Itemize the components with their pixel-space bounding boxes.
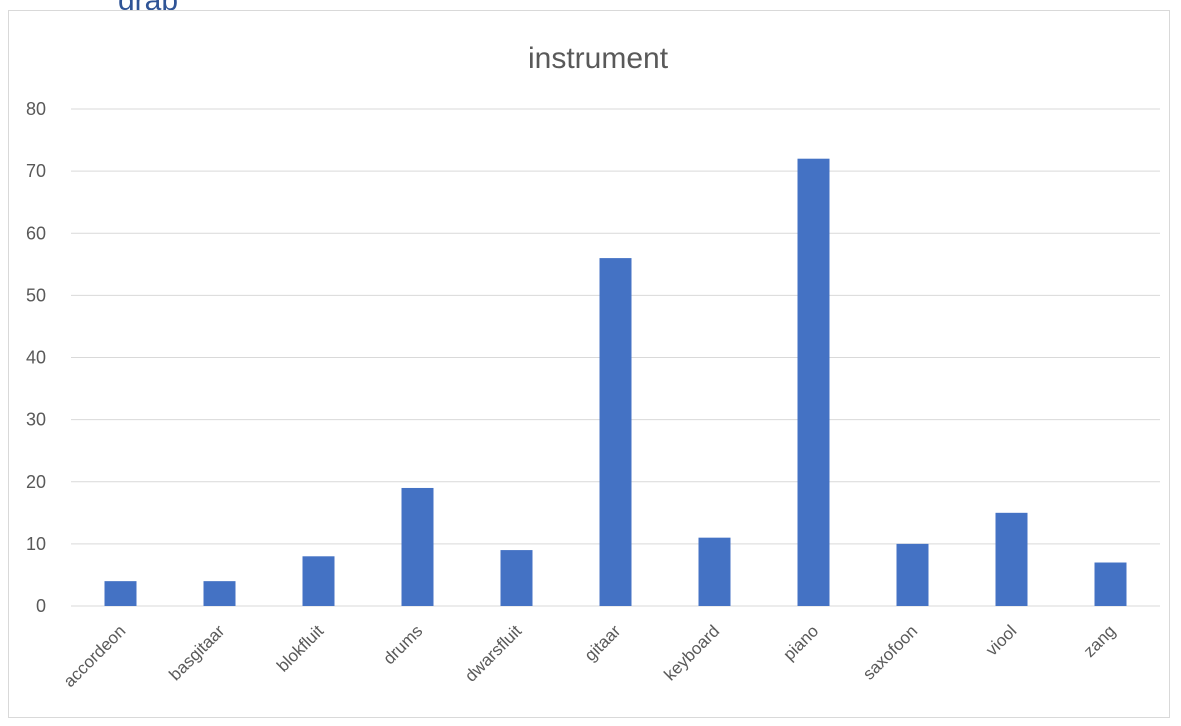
x-category-label: accordeon bbox=[60, 621, 130, 691]
bar-dwarsfluit[interactable] bbox=[500, 550, 533, 606]
x-category-label: dwarsfluit bbox=[461, 621, 525, 685]
x-category-label: drums bbox=[379, 621, 426, 668]
x-category-label: keyboard bbox=[660, 621, 723, 684]
y-tick-label: 0 bbox=[36, 596, 46, 616]
bar-blokfluit[interactable] bbox=[302, 556, 335, 606]
y-tick-label: 70 bbox=[26, 161, 46, 181]
x-category-label: zang bbox=[1080, 621, 1120, 661]
chart-area[interactable] bbox=[8, 10, 1170, 718]
y-tick-label: 50 bbox=[26, 285, 46, 305]
y-tick-label: 20 bbox=[26, 472, 46, 492]
y-tick-label: 60 bbox=[26, 223, 46, 243]
bar-drums[interactable] bbox=[401, 487, 434, 606]
chart-title: instrument bbox=[528, 42, 669, 75]
bar-basgitaar[interactable] bbox=[203, 581, 236, 606]
y-tick-label: 30 bbox=[26, 410, 46, 430]
y-tick-label: 80 bbox=[26, 99, 46, 119]
x-category-label: gitaar bbox=[581, 621, 625, 665]
x-category-label: saxofoon bbox=[859, 621, 921, 683]
y-tick-label: 10 bbox=[26, 534, 46, 554]
bar-zang[interactable] bbox=[1094, 562, 1127, 606]
bar-saxofoon[interactable] bbox=[896, 543, 929, 606]
bars bbox=[104, 158, 1127, 606]
y-axis-ticks: 0 10 20 30 40 50 60 70 80 bbox=[26, 99, 46, 616]
bar-viool[interactable] bbox=[995, 512, 1028, 606]
bar-accordeon[interactable] bbox=[104, 581, 137, 606]
x-axis-categories: accordeon basgitaar blokfluit drums dwarsflu… bbox=[60, 621, 1120, 691]
x-category-label: viool bbox=[982, 621, 1020, 659]
x-category-label: blokfluit bbox=[273, 621, 327, 675]
bar-keyboard[interactable] bbox=[698, 537, 731, 606]
x-category-label: piano bbox=[779, 621, 822, 664]
bar-piano[interactable] bbox=[797, 158, 830, 606]
y-tick-label: 40 bbox=[26, 348, 46, 368]
bar-gitaar[interactable] bbox=[599, 258, 632, 606]
x-category-label: basgitaar bbox=[165, 621, 228, 684]
